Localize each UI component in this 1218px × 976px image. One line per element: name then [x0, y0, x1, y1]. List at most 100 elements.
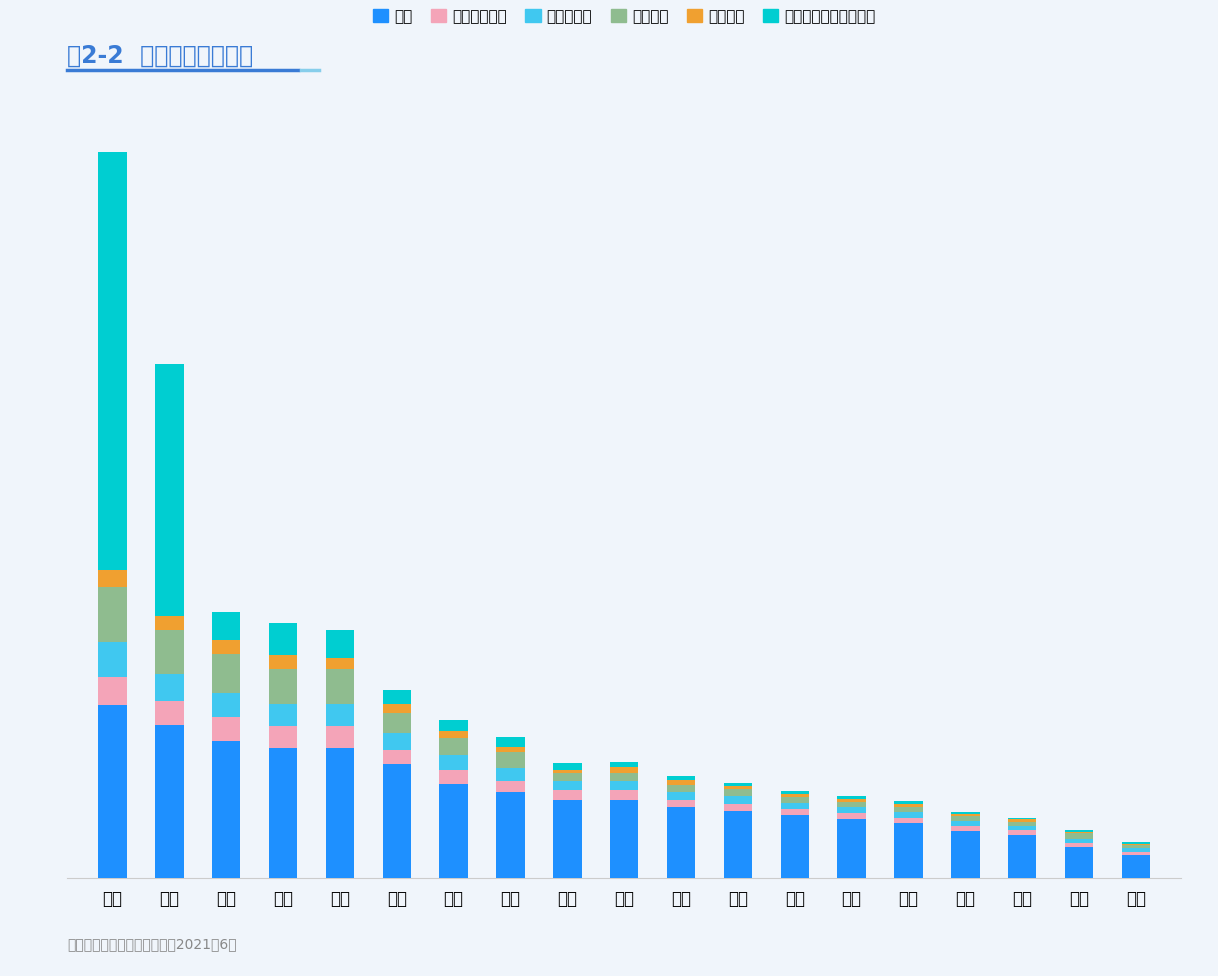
Bar: [951, 821, 979, 826]
Bar: [382, 705, 410, 712]
Bar: [1009, 822, 1037, 826]
Bar: [1009, 826, 1037, 831]
Bar: [553, 763, 581, 770]
Bar: [1065, 843, 1094, 847]
Bar: [155, 725, 184, 878]
Bar: [212, 717, 240, 741]
Bar: [440, 720, 468, 731]
Bar: [155, 630, 184, 673]
Bar: [269, 669, 297, 705]
Bar: [325, 726, 354, 749]
Bar: [212, 693, 240, 717]
Bar: [723, 795, 753, 803]
Bar: [838, 796, 866, 798]
Bar: [838, 807, 866, 813]
Bar: [667, 807, 695, 878]
Bar: [1065, 834, 1094, 839]
Bar: [440, 784, 468, 878]
Bar: [382, 733, 410, 750]
Bar: [1122, 845, 1150, 848]
Bar: [99, 642, 127, 677]
Bar: [781, 794, 809, 797]
Bar: [723, 787, 753, 790]
Bar: [155, 701, 184, 725]
Bar: [1065, 847, 1094, 878]
Bar: [155, 364, 184, 616]
Bar: [838, 819, 866, 878]
Bar: [1122, 855, 1150, 878]
Bar: [496, 792, 525, 878]
Bar: [723, 783, 753, 787]
Bar: [781, 791, 809, 794]
Bar: [951, 814, 979, 816]
Bar: [553, 799, 581, 878]
Bar: [781, 809, 809, 815]
Bar: [894, 803, 923, 807]
Bar: [1065, 831, 1094, 832]
Bar: [951, 812, 979, 814]
Bar: [951, 826, 979, 832]
Bar: [269, 749, 297, 878]
Bar: [382, 750, 410, 764]
Bar: [838, 798, 866, 802]
Bar: [951, 832, 979, 878]
Bar: [99, 570, 127, 587]
Bar: [496, 747, 525, 752]
Bar: [610, 762, 638, 767]
Bar: [1009, 835, 1037, 878]
Bar: [325, 630, 354, 658]
Bar: [667, 786, 695, 792]
Bar: [212, 654, 240, 693]
Bar: [269, 623, 297, 655]
Bar: [325, 658, 354, 669]
Bar: [894, 818, 923, 823]
Bar: [212, 612, 240, 639]
Bar: [723, 803, 753, 811]
Bar: [894, 807, 923, 812]
Bar: [610, 773, 638, 781]
Bar: [155, 616, 184, 630]
Bar: [269, 705, 297, 726]
Bar: [1009, 818, 1037, 819]
Bar: [440, 738, 468, 755]
Bar: [553, 781, 581, 791]
Bar: [610, 799, 638, 878]
Bar: [382, 764, 410, 878]
Bar: [269, 726, 297, 749]
Text: 数据来源：项目组调研数据，2021年6月: 数据来源：项目组调研数据，2021年6月: [67, 938, 236, 952]
Bar: [99, 152, 127, 570]
Bar: [951, 816, 979, 821]
Bar: [325, 705, 354, 726]
Bar: [667, 792, 695, 799]
Bar: [1122, 848, 1150, 852]
Bar: [838, 813, 866, 819]
Bar: [610, 781, 638, 791]
Bar: [553, 770, 581, 773]
Bar: [553, 773, 581, 781]
Bar: [99, 705, 127, 878]
Bar: [440, 755, 468, 770]
Bar: [1122, 852, 1150, 855]
Bar: [1009, 831, 1037, 835]
Bar: [212, 741, 240, 878]
Bar: [325, 669, 354, 705]
Text: 图2-2  岗位城市需求分布: 图2-2 岗位城市需求分布: [67, 44, 253, 68]
Bar: [781, 802, 809, 809]
Bar: [667, 780, 695, 786]
Bar: [496, 781, 525, 792]
Bar: [894, 823, 923, 878]
Bar: [382, 712, 410, 733]
Bar: [99, 677, 127, 705]
Bar: [894, 812, 923, 818]
Bar: [212, 639, 240, 654]
Bar: [269, 655, 297, 669]
Bar: [382, 690, 410, 705]
Legend: 主播, 达人（网红）, 短视频运营, 直播运营, 直播选品, 流量投放（媒介投放）: 主播, 达人（网红）, 短视频运营, 直播运营, 直播选品, 流量投放（媒介投放…: [373, 9, 876, 23]
Bar: [610, 791, 638, 799]
Bar: [894, 801, 923, 803]
Bar: [496, 752, 525, 768]
Bar: [610, 767, 638, 773]
Bar: [99, 587, 127, 642]
Bar: [553, 791, 581, 799]
Bar: [667, 776, 695, 780]
